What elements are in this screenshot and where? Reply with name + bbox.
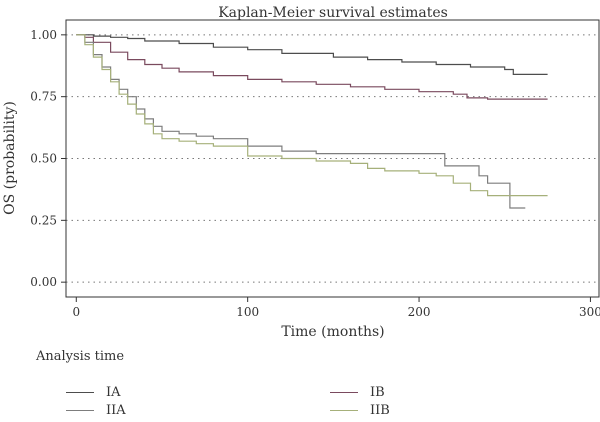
x-tick-label: 0 bbox=[72, 305, 80, 319]
x-tick-label: 300 bbox=[579, 305, 600, 319]
series-line-iia bbox=[76, 34, 526, 209]
x-axis-label: Time (months) bbox=[281, 324, 384, 340]
legend-swatch-ia bbox=[66, 391, 94, 393]
y-tick-label: 0.25 bbox=[30, 213, 57, 227]
legend-label-iia: IIA bbox=[106, 402, 126, 418]
legend-label-ia: IA bbox=[106, 384, 121, 400]
legend-swatch-iib bbox=[330, 409, 358, 411]
chart-title: Kaplan-Meier survival estimates bbox=[218, 5, 448, 21]
plot-frame bbox=[65, 19, 600, 298]
legend-item-iib: IIB bbox=[330, 401, 390, 419]
x-tick-label: 200 bbox=[408, 305, 431, 319]
series-line-iib bbox=[76, 34, 548, 197]
series-line-ib bbox=[76, 34, 548, 100]
legend-label-ib: IB bbox=[370, 384, 385, 400]
y-axis-label: OS (probability) bbox=[2, 101, 18, 215]
legend-swatch-ib bbox=[330, 391, 358, 393]
legend-title: Analysis time bbox=[36, 349, 125, 364]
y-tick-label: 0.00 bbox=[30, 275, 57, 289]
legend-label-iib: IIB bbox=[370, 402, 390, 418]
legend-item-ib: IB bbox=[330, 383, 385, 401]
series-line-ia bbox=[76, 34, 548, 75]
y-tick-label: 1.00 bbox=[30, 28, 57, 42]
grid-lines bbox=[66, 34, 599, 283]
y-tick-label: 0.75 bbox=[30, 90, 57, 104]
legend-swatch-iia bbox=[66, 409, 94, 411]
legend-item-ia: IA bbox=[66, 383, 121, 401]
y-tick-label: 0.50 bbox=[30, 152, 57, 166]
series-layer bbox=[76, 34, 548, 209]
x-tick-label: 100 bbox=[236, 305, 259, 319]
x-axis: 0 100 200 300 bbox=[72, 297, 600, 319]
y-axis: 0.00 0.25 0.50 0.75 1.00 bbox=[30, 28, 66, 289]
legend-item-iia: IIA bbox=[66, 401, 126, 419]
